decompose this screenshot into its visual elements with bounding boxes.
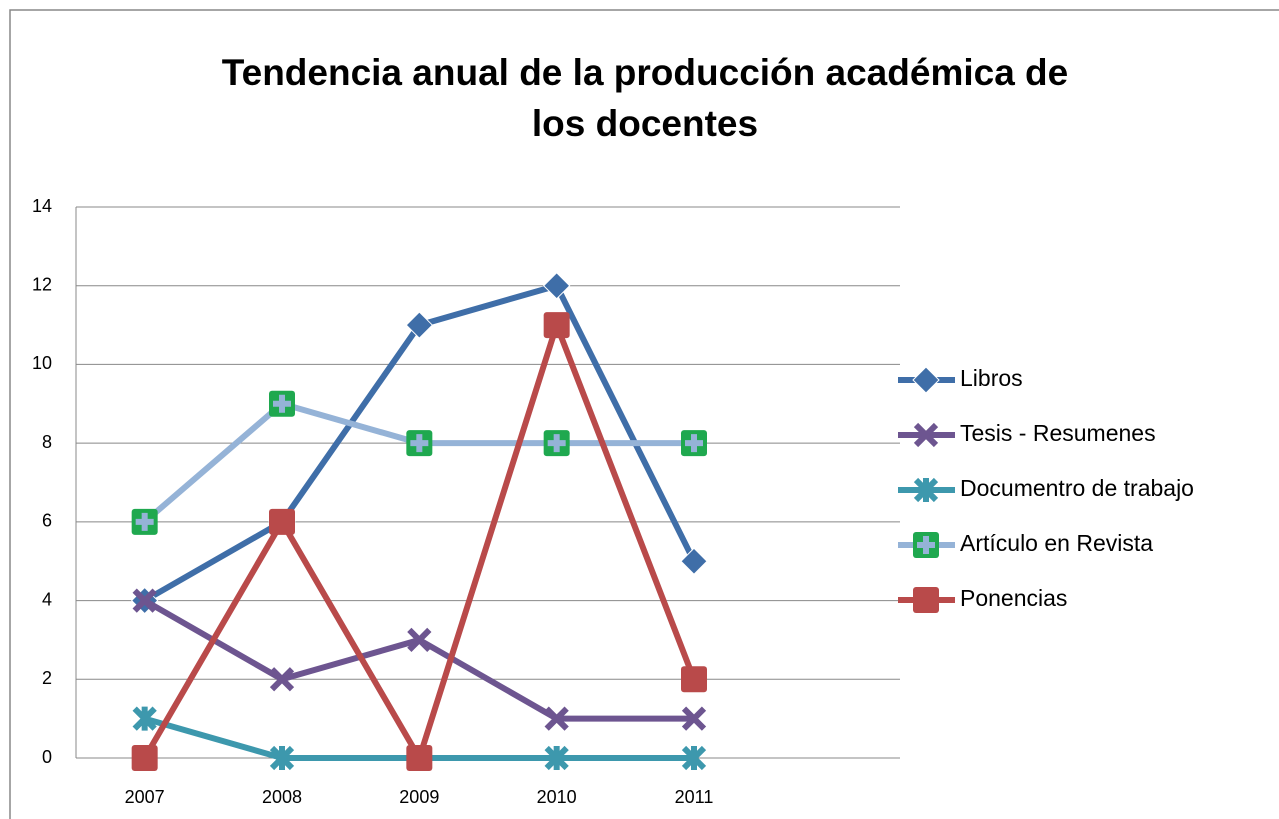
marker: [131, 508, 158, 535]
chart-title: los docentes: [532, 103, 758, 144]
marker: [680, 547, 708, 575]
y-tick-label: 12: [32, 274, 52, 294]
marker-shape: [407, 627, 432, 653]
marker-shape: [273, 394, 291, 413]
marker-shape: [681, 745, 707, 771]
marker: [132, 588, 157, 613]
legend-label: Documentro de trabajo: [960, 475, 1194, 501]
marker: [543, 312, 570, 339]
marker-shape: [410, 434, 429, 453]
marker: [913, 587, 939, 613]
marker-shape: [917, 536, 935, 554]
y-tick-label: 4: [42, 589, 52, 609]
marker-shape: [912, 366, 940, 394]
marker: [269, 667, 295, 692]
y-tick-label: 10: [32, 353, 52, 373]
marker-shape: [132, 588, 157, 613]
marker-shape: [685, 434, 703, 453]
marker-shape: [405, 311, 434, 339]
y-tick-label: 6: [42, 511, 52, 531]
marker: [406, 745, 433, 771]
legend-label: Libros: [960, 365, 1023, 391]
marker-shape: [131, 745, 158, 771]
marker: [912, 366, 940, 394]
marker: [913, 477, 939, 503]
marker-shape: [913, 587, 939, 613]
marker: [406, 430, 433, 457]
marker: [132, 706, 157, 731]
x-tick-label: 2009: [399, 787, 439, 807]
x-tick-label: 2011: [675, 787, 714, 807]
y-tick-label: 8: [42, 432, 52, 452]
marker-shape: [269, 745, 295, 771]
marker-shape: [913, 422, 939, 448]
marker-shape: [135, 512, 154, 531]
marker: [407, 627, 432, 653]
legend-label: Tesis - Resumenes: [960, 420, 1156, 446]
y-tick-label: 2: [42, 668, 52, 688]
marker: [131, 745, 158, 771]
marker-shape: [547, 434, 566, 453]
marker: [544, 706, 569, 731]
y-tick-label: 14: [32, 196, 52, 216]
marker: [681, 666, 707, 693]
marker: [269, 745, 295, 771]
chart-title: Tendencia anual de la producción académi…: [222, 52, 1068, 93]
marker: [544, 745, 569, 771]
marker: [681, 745, 707, 771]
marker-shape: [132, 706, 157, 731]
marker-shape: [542, 272, 571, 300]
marker: [542, 272, 571, 300]
x-tick-label: 2010: [537, 787, 577, 807]
marker-shape: [913, 477, 939, 503]
marker: [681, 706, 707, 731]
marker: [913, 422, 939, 448]
marker: [913, 532, 939, 558]
y-tick-label: 0: [42, 747, 52, 767]
marker: [543, 430, 570, 457]
marker-shape: [681, 706, 707, 731]
marker-shape: [269, 667, 295, 692]
marker-shape: [544, 745, 569, 771]
marker-shape: [680, 547, 708, 575]
legend-label: Artículo en Revista: [960, 530, 1153, 556]
x-tick-label: 2008: [262, 787, 302, 807]
marker-shape: [681, 666, 707, 693]
legend-label: Ponencias: [960, 585, 1067, 611]
marker-shape: [406, 745, 433, 771]
marker: [681, 430, 707, 457]
marker-shape: [543, 312, 570, 339]
x-tick-label: 2007: [125, 787, 165, 807]
marker-shape: [269, 508, 295, 535]
marker: [269, 508, 295, 535]
chart-border: [9, 9, 1279, 819]
marker: [269, 390, 295, 417]
marker: [405, 311, 434, 339]
marker-shape: [544, 706, 569, 731]
